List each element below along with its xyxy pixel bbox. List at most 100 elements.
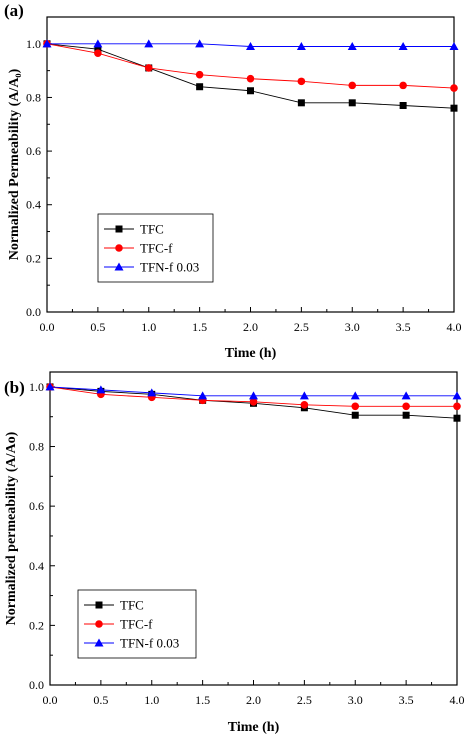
data-point	[299, 391, 309, 400]
legend-label: TFC	[140, 222, 164, 237]
legend-entry: TFC-f	[84, 617, 153, 632]
data-point	[300, 400, 309, 409]
series-tfc-f	[43, 40, 458, 92]
data-point	[195, 70, 204, 79]
y-tick-label: 0.2	[29, 618, 44, 632]
x-tick-label: 2.0	[243, 320, 258, 334]
data-point	[351, 402, 360, 411]
data-point	[348, 81, 357, 90]
x-axis-title: Time (h)	[225, 346, 277, 361]
legend: TFC TFC-f TFN-f 0.03	[97, 213, 214, 283]
data-point	[348, 99, 356, 107]
data-point	[453, 402, 461, 411]
data-point	[347, 42, 357, 50]
legend-entry: TFN-f 0.03	[104, 260, 199, 275]
x-tick-label: 0.5	[90, 320, 105, 334]
x-tick-label: 4.0	[447, 320, 462, 334]
x-tick-label: 0.5	[93, 693, 108, 707]
y-axis-title: Normalized Permeability (A/A₀)	[7, 68, 22, 260]
data-point	[402, 402, 410, 411]
data-point	[399, 102, 407, 109]
data-point	[453, 414, 461, 422]
legend-entry: TFC	[104, 222, 164, 237]
data-point	[94, 45, 102, 53]
x-tick-label: 3.5	[399, 693, 414, 707]
legend-marker	[95, 620, 103, 628]
y-tick-label: 1.0	[29, 380, 44, 394]
x-tick-label: 1.0	[141, 320, 156, 334]
x-tick-label: 2.5	[297, 693, 312, 707]
data-point	[249, 391, 258, 400]
x-tick-label: 0.0	[40, 320, 55, 334]
data-point	[297, 77, 306, 86]
panel-label: (b)	[4, 378, 25, 397]
data-point	[147, 388, 157, 397]
legend-label: TFC-f	[140, 241, 173, 256]
legend-entry: TFC-f	[104, 241, 173, 256]
chart-panel-b: (b) 0.0 0.5 1.0 1.5 2.0 2.5 3.0 3.5 4.0 0.0 0.2 0.4 0…	[4, 371, 465, 735]
series-tfn-f-0-03	[42, 39, 459, 50]
data-point	[42, 39, 52, 48]
data-point	[198, 391, 208, 400]
legend: TFC TFC-f TFN-f 0.03	[77, 589, 197, 659]
data-point	[296, 42, 306, 50]
x-tick-label: 1.5	[195, 693, 210, 707]
legend-marker	[94, 638, 104, 647]
y-tick-label: 0.6	[29, 499, 44, 513]
data-point	[402, 411, 410, 419]
x-tick-label: 2.5	[294, 320, 309, 334]
y-tick-label: 0.4	[26, 198, 41, 212]
y-tick-label: 0.8	[29, 440, 44, 454]
data-point	[94, 49, 102, 58]
x-tick-label: 4.0	[450, 693, 465, 707]
y-tick-label: 0.6	[26, 144, 41, 158]
y-tick-label: 0.4	[29, 559, 44, 573]
series-tfn-f-0-03	[45, 382, 462, 400]
legend-label: TFN-f 0.03	[120, 636, 179, 651]
y-axis-title: Normalized permeability (A/Ao)	[4, 431, 19, 625]
data-point	[246, 74, 255, 83]
panel-label: (a)	[4, 1, 24, 20]
legend-entry: TFN-f 0.03	[84, 636, 179, 651]
data-point	[196, 83, 204, 91]
data-point	[450, 104, 458, 112]
legend-entry: TFC	[84, 598, 144, 613]
x-tick-label: 0.0	[43, 693, 58, 707]
legend-marker	[115, 225, 123, 233]
data-point	[45, 382, 55, 391]
legend-marker	[115, 244, 123, 252]
x-tick-label: 3.5	[396, 320, 411, 334]
data-point	[449, 42, 459, 50]
x-tick-label: 1.5	[192, 320, 207, 334]
data-point	[144, 39, 154, 48]
legend-marker	[95, 601, 103, 609]
data-point	[247, 87, 254, 95]
data-point	[195, 39, 205, 48]
legend-label: TFC-f	[120, 617, 153, 632]
data-point	[144, 64, 153, 72]
data-point	[96, 385, 106, 394]
data-point	[246, 42, 255, 50]
y-tick-label: 0.8	[26, 90, 41, 104]
legend-marker	[114, 262, 124, 271]
y-tick-label: 0.0	[26, 305, 41, 319]
x-tick-label: 1.0	[144, 693, 159, 707]
data-point	[350, 391, 360, 400]
chart-panel-a: (a) 0.0 0.5 1.0 1.5 2.0 2.5 3.0 3.5 4.0 0.0 0.2 0.4 0…	[4, 1, 462, 361]
data-point	[401, 391, 411, 400]
data-point	[249, 398, 258, 406]
data-point	[297, 99, 305, 107]
data-point	[351, 411, 359, 419]
data-point	[93, 39, 103, 48]
legend-label: TFN-f 0.03	[140, 260, 199, 275]
legend-label: TFC	[120, 598, 144, 613]
x-tick-label: 3.0	[345, 320, 360, 334]
y-tick-label: 0.2	[26, 251, 41, 265]
x-tick-label: 3.0	[348, 693, 363, 707]
data-point	[398, 42, 408, 50]
y-tick-label: 1.0	[26, 37, 41, 51]
y-tick-label: 0.0	[29, 678, 44, 692]
x-tick-label: 2.0	[246, 693, 261, 707]
data-point	[452, 391, 462, 400]
data-point	[399, 81, 407, 90]
